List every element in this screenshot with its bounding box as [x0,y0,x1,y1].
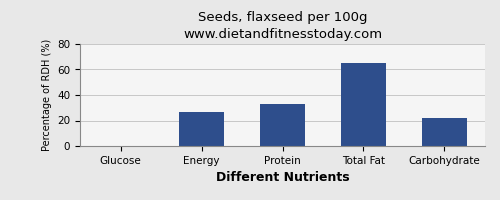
Title: Seeds, flaxseed per 100g
www.dietandfitnesstoday.com: Seeds, flaxseed per 100g www.dietandfitn… [183,11,382,41]
Bar [341,63,386,146]
Y-axis label: Percentage of RDH (%): Percentage of RDH (%) [42,39,51,151]
Bar [180,112,224,146]
Bar [422,118,467,146]
Bar [260,104,305,146]
X-axis label: Different Nutrients: Different Nutrients [216,171,350,184]
